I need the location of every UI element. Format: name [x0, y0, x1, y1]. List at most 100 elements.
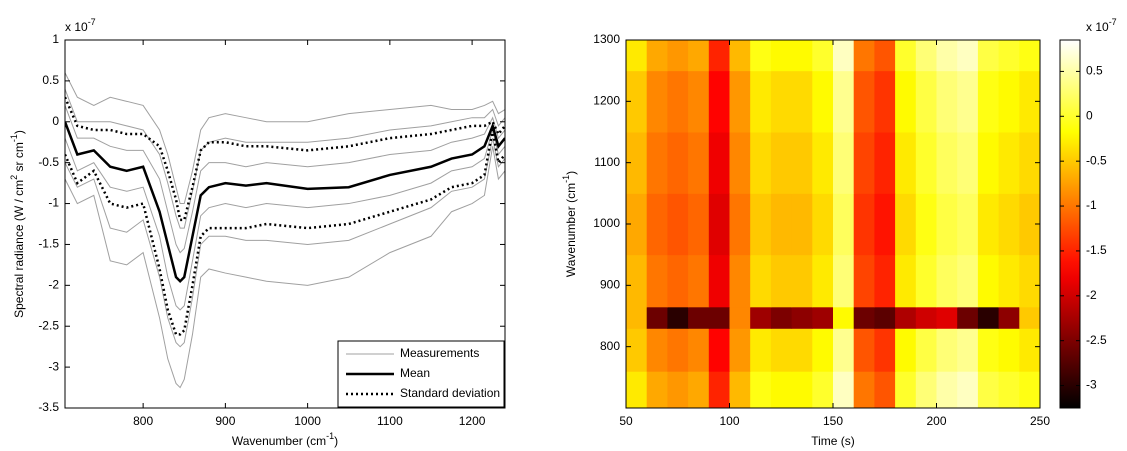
y-tick-label: 1100: [594, 155, 620, 169]
heat-cell: [729, 132, 751, 194]
heat-cell: [915, 371, 937, 409]
heat-cell: [915, 193, 937, 256]
heat-cell: [977, 70, 1000, 133]
colorbar-tick-label: 0.5: [1086, 64, 1103, 78]
x-axis-label-sup: -1: [326, 431, 334, 441]
heat-cell: [936, 254, 958, 308]
heat-cell: [750, 132, 772, 194]
heat-cell: [957, 40, 979, 72]
heat-cell: [1019, 70, 1041, 133]
heat-cell: [708, 193, 730, 256]
heat-cell: [646, 371, 668, 409]
heat-cell: [750, 40, 772, 72]
heat-cell: [957, 193, 979, 256]
heat-cell: [688, 371, 710, 409]
heat-cell: [977, 306, 1000, 329]
heat-cell: [667, 306, 689, 329]
colorbar-tick-label: -2.5: [1086, 333, 1107, 347]
x-tick-label: 100: [719, 414, 739, 428]
heat-cell: [626, 132, 648, 194]
x-tick-label: 50: [619, 414, 633, 428]
y-tick-label: 1300: [593, 32, 620, 46]
heat-cell: [1019, 306, 1041, 329]
heat-cell: [688, 40, 710, 72]
heat-cell: [874, 306, 896, 329]
heat-cell: [626, 371, 648, 409]
heat-cell: [977, 193, 1000, 256]
heat-cell: [895, 40, 917, 72]
x-tick-label: 150: [823, 414, 843, 428]
heat-cell: [750, 70, 772, 133]
heat-cell: [1019, 132, 1041, 194]
colorbar-multiplier-part: x 10: [1086, 20, 1109, 34]
heat-cell: [895, 70, 917, 133]
heat-cell: [626, 40, 648, 72]
x-axis-label-part: ): [334, 434, 338, 448]
heat-cell: [874, 371, 896, 409]
heat-cell: [626, 70, 648, 133]
heat-cell: [833, 193, 855, 256]
heat-cell: [812, 132, 834, 194]
heat-cell: [833, 132, 855, 194]
heat-cell: [667, 70, 689, 133]
heat-cell: [957, 371, 979, 409]
colorbar-tick-label: -3: [1086, 378, 1097, 392]
heat-cell: [667, 371, 689, 409]
heat-cell: [812, 328, 834, 372]
heat-cell: [750, 193, 772, 256]
heat-cell: [791, 254, 813, 308]
heat-cell: [667, 40, 689, 72]
y-tick-label: 900: [600, 278, 620, 292]
heat-cell: [770, 193, 793, 256]
heat-cell: [667, 328, 689, 372]
y-axis-label-sup: -1: [561, 175, 571, 183]
heat-cell: [770, 70, 793, 133]
heat-cell: [936, 70, 958, 133]
heat-cell: [977, 40, 1000, 72]
heat-cell: [750, 254, 772, 308]
x-tick-label: 900: [215, 414, 235, 428]
x-tick-label: 1200: [459, 414, 486, 428]
heat-cell: [791, 328, 813, 372]
x-axis-label: Wavenumber (cm-1): [232, 431, 338, 448]
y-tick-label: -1.5: [38, 237, 59, 251]
legend-label: Measurements: [400, 346, 479, 360]
heat-cell: [812, 193, 834, 256]
colorbar: [1059, 39, 1081, 409]
y-axis-label-part: sr cm: [12, 142, 26, 175]
x-tick-label: 1000: [294, 414, 321, 428]
heat-cell: [667, 254, 689, 308]
heat-cell: [874, 254, 896, 308]
y-tick-label: 0.5: [42, 73, 59, 87]
heat-cell: [791, 40, 813, 72]
heat-cell: [998, 371, 1020, 409]
heat-cell: [936, 371, 958, 409]
heat-cell: [957, 254, 979, 308]
y-tick-label: 1000: [593, 216, 620, 230]
heat-cell: [853, 306, 875, 329]
heat-cell: [646, 70, 668, 133]
heat-cell: [936, 40, 958, 72]
heat-cell: [729, 193, 751, 256]
heat-cell: [936, 193, 958, 256]
series-line: [65, 105, 505, 254]
heat-cell: [1019, 371, 1041, 409]
heat-cell: [833, 70, 855, 133]
heat-cell: [915, 306, 937, 329]
colorbar-multiplier-sup: -7: [1109, 17, 1117, 27]
y-tick-label: -2.5: [38, 318, 59, 332]
y-multiplier-part: x 10: [65, 20, 88, 34]
heat-cell: [770, 328, 793, 372]
heat-cell: [853, 132, 875, 194]
colorbar-multiplier: x 10-7: [1086, 17, 1117, 34]
heat-cell: [833, 40, 855, 72]
x-tick-label: 1100: [377, 414, 403, 428]
heat-cell: [812, 371, 834, 409]
y-tick-label: -3.5: [38, 400, 59, 414]
y-tick-label: 1: [52, 32, 59, 46]
colorbar-tick-label: -1.5: [1086, 243, 1107, 257]
heat-cell: [915, 328, 937, 372]
legend-label: Mean: [400, 366, 430, 380]
